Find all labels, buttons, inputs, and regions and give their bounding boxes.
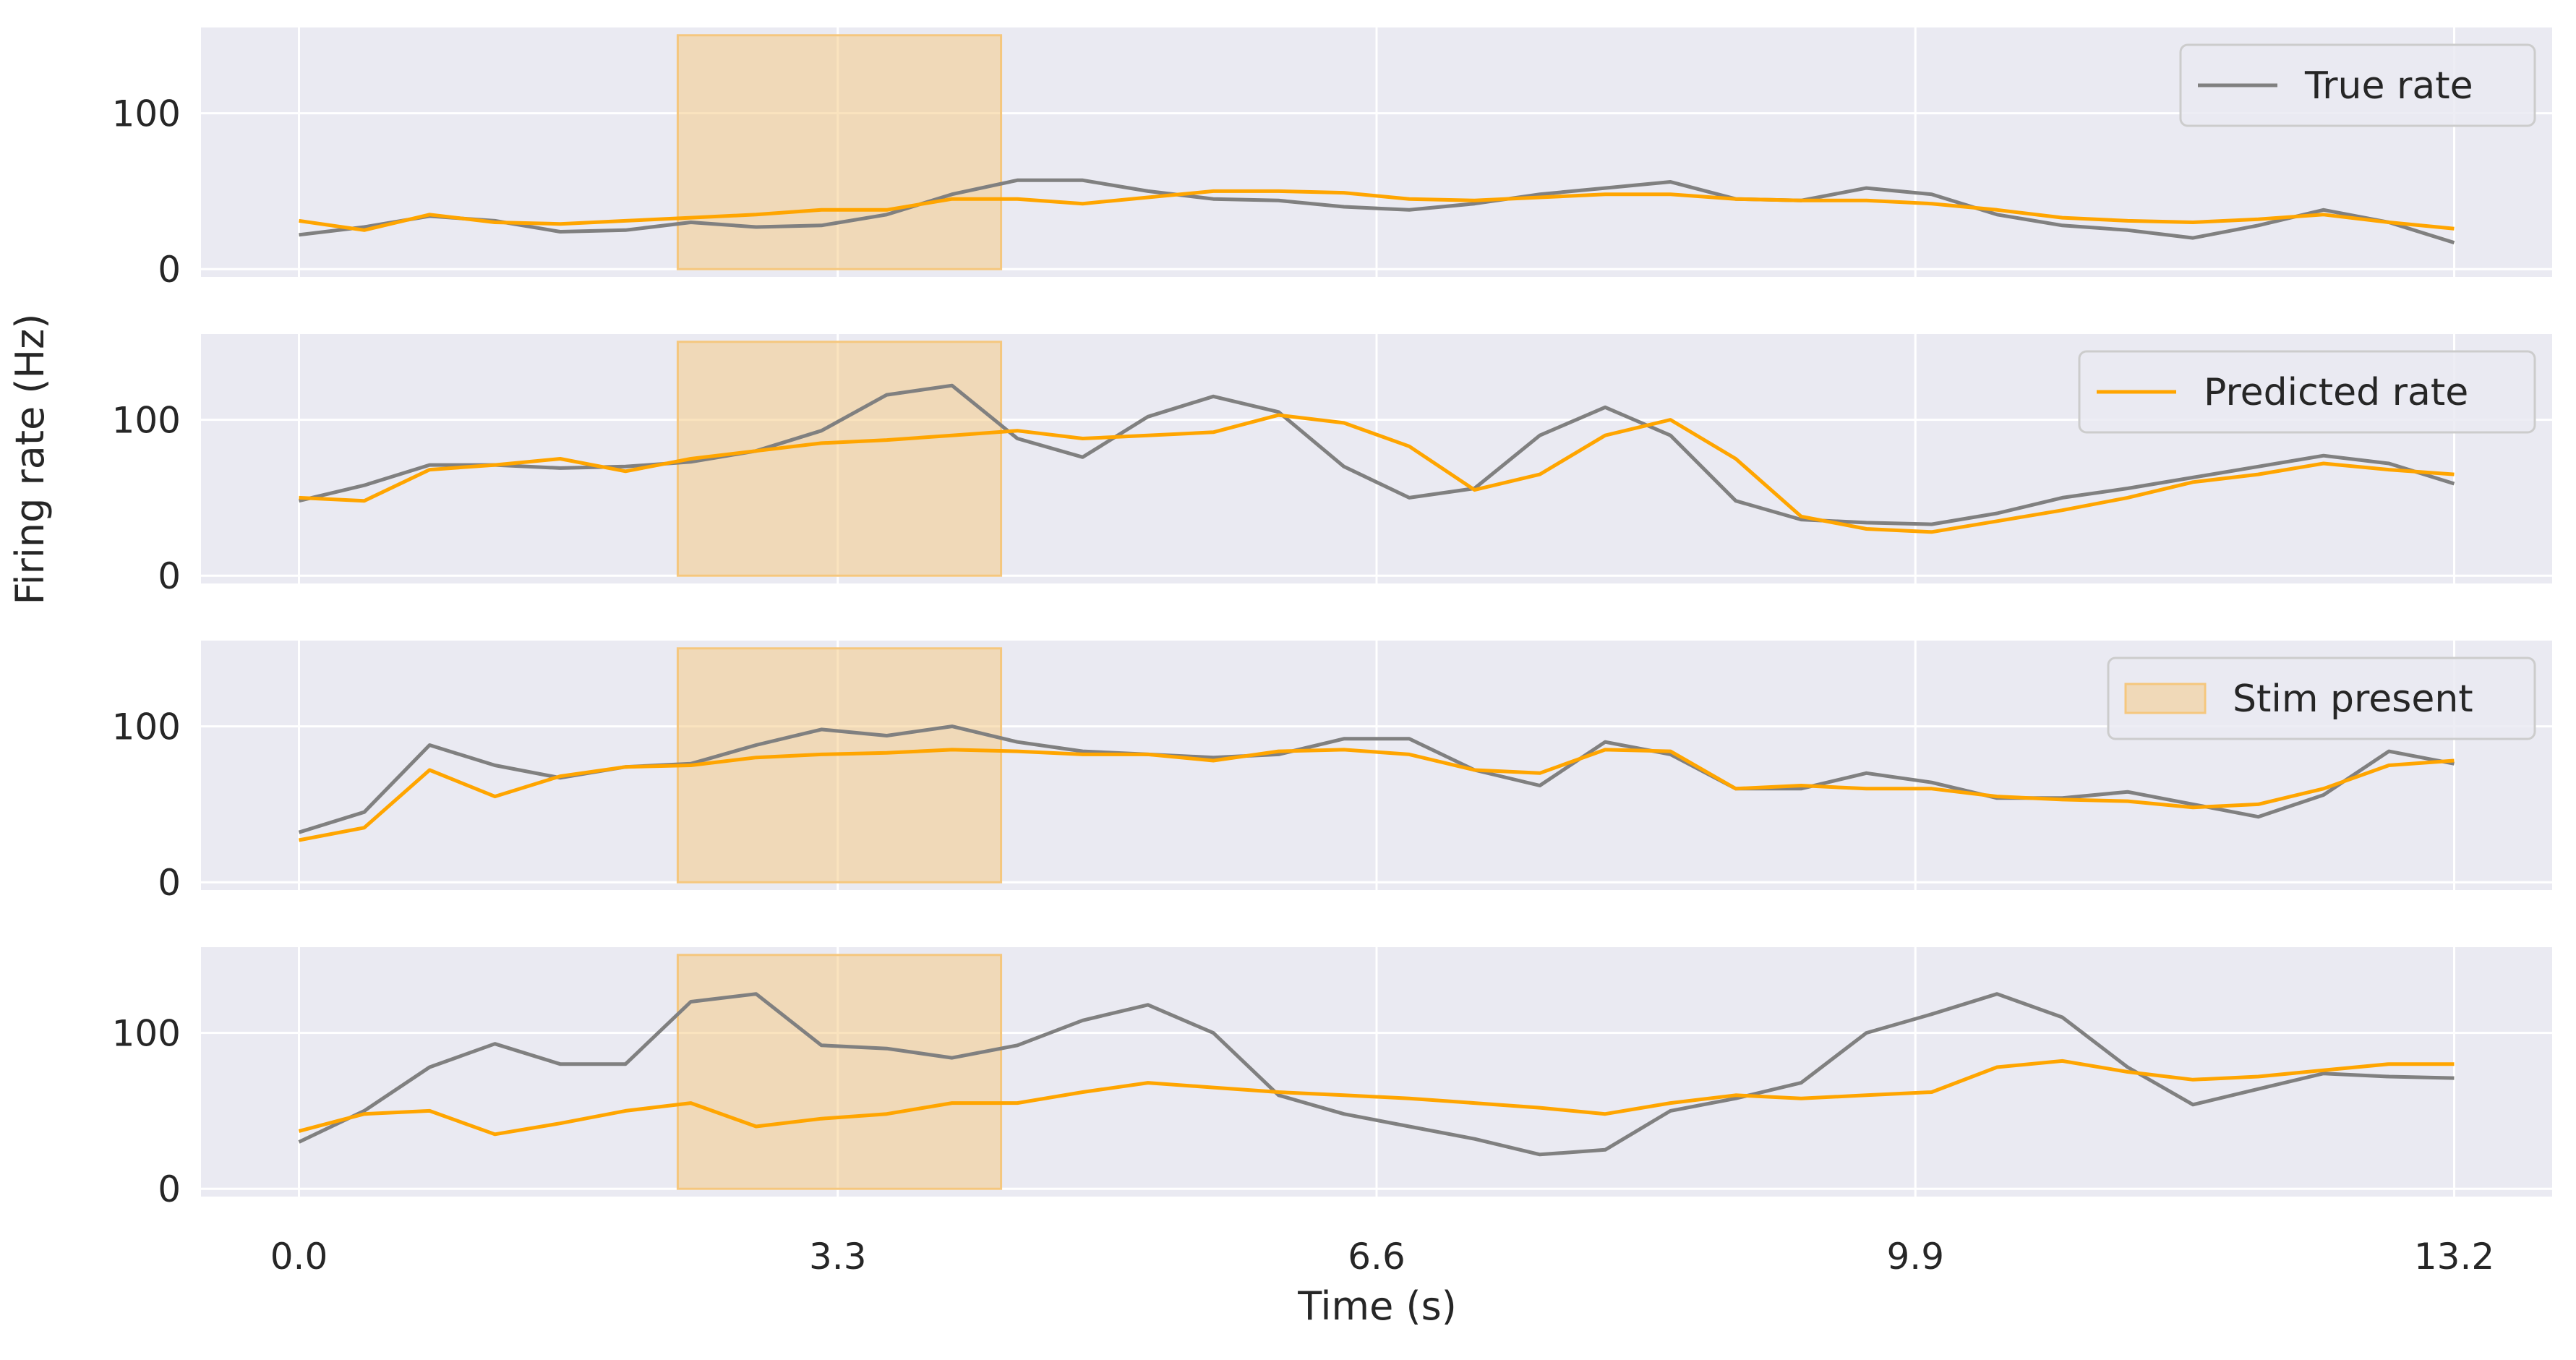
legend-box xyxy=(2078,350,2536,434)
legend-swatch xyxy=(2124,683,2207,714)
legend-box xyxy=(2179,43,2536,127)
y-tick-label: 0 xyxy=(158,555,181,597)
legend-label: True rate xyxy=(2304,64,2473,108)
panel-4: 0 100 xyxy=(112,947,2552,1210)
predicted-rate-line xyxy=(299,189,2455,232)
y-tick-label: 100 xyxy=(112,706,181,748)
x-tick-label: 13.2 xyxy=(2414,1236,2494,1278)
panel-1: 0 100 True rate xyxy=(112,27,2552,291)
y-tick-label: 100 xyxy=(112,1013,181,1055)
x-tick-label: 9.9 xyxy=(1886,1236,1944,1278)
legend: Stim present xyxy=(2107,657,2536,740)
predicted-rate-line xyxy=(299,413,2455,534)
true-rate-line xyxy=(299,178,2455,244)
predicted-rate-line xyxy=(299,748,2455,842)
panel-2: 0 100 Predicted rate xyxy=(112,334,2552,597)
x-axis-label: Time (s) xyxy=(1297,1283,1457,1329)
legend-label: Stim present xyxy=(2233,677,2473,721)
panel-3: 0 100 Stim present xyxy=(112,641,2552,904)
legend-box xyxy=(2107,657,2536,740)
y-tick-label: 0 xyxy=(158,1168,181,1210)
y-tick-label: 100 xyxy=(112,93,181,135)
stim-present-region xyxy=(676,34,1003,270)
x-tick-label: 3.3 xyxy=(809,1236,867,1278)
y-axis-label: Firing rate (Hz) xyxy=(7,314,53,605)
legend: True rate xyxy=(2179,43,2536,127)
y-tick-label: 100 xyxy=(112,400,181,442)
predicted-rate-line xyxy=(298,1059,2455,1137)
stim-present-region xyxy=(676,954,1003,1190)
y-tick-label: 0 xyxy=(158,249,181,291)
y-tick-label: 0 xyxy=(158,862,181,904)
legend: Predicted rate xyxy=(2078,350,2536,434)
true-rate-line xyxy=(298,992,2455,1157)
stim-present-region xyxy=(676,647,1003,884)
x-tick-label: 6.6 xyxy=(1348,1236,1405,1278)
x-tick-label: 0.0 xyxy=(270,1236,328,1278)
stim-present-region xyxy=(676,341,1003,577)
legend-label: Predicted rate xyxy=(2204,371,2468,414)
